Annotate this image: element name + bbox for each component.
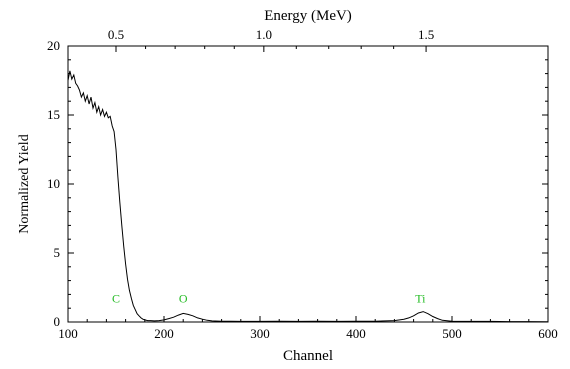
x-tick-label: 500	[442, 326, 462, 341]
series-layer	[67, 70, 549, 323]
top-tick-label: 1.5	[418, 27, 434, 42]
peak-label: C	[112, 292, 120, 306]
bottom-axis-ticks: 100 200 300 400 500 600	[58, 316, 558, 341]
x-tick-label: 400	[346, 326, 366, 341]
plot-frame	[67, 45, 549, 323]
peak-label: O	[179, 292, 188, 306]
y-tick-label: 15	[47, 107, 60, 122]
x-tick-label: 200	[154, 326, 174, 341]
y-tick-label: 20	[47, 38, 60, 53]
top-axis-ticks: 0.5 1.0 1.5	[108, 27, 434, 52]
y-axis-title: Normalized Yield	[17, 134, 32, 233]
top-tick-label: 1.0	[256, 27, 272, 42]
y-tick-label: 10	[47, 176, 60, 191]
spectrum-line	[67, 70, 549, 323]
x-tick-label: 300	[250, 326, 270, 341]
x-tick-label: 600	[538, 326, 558, 341]
left-axis-ticks: 0 5 10 15 20	[47, 38, 548, 329]
y-tick-label: 5	[54, 245, 61, 260]
peak-label: Ti	[415, 292, 426, 306]
x-axis-title: Channel	[283, 348, 333, 364]
y-tick-label: 0	[54, 314, 61, 329]
top-tick-label: 0.5	[108, 27, 124, 42]
top-axis-title: Energy (MeV)	[264, 8, 352, 24]
annotation-layer: C O Ti	[112, 292, 426, 306]
x-tick-label: 100	[58, 326, 78, 341]
